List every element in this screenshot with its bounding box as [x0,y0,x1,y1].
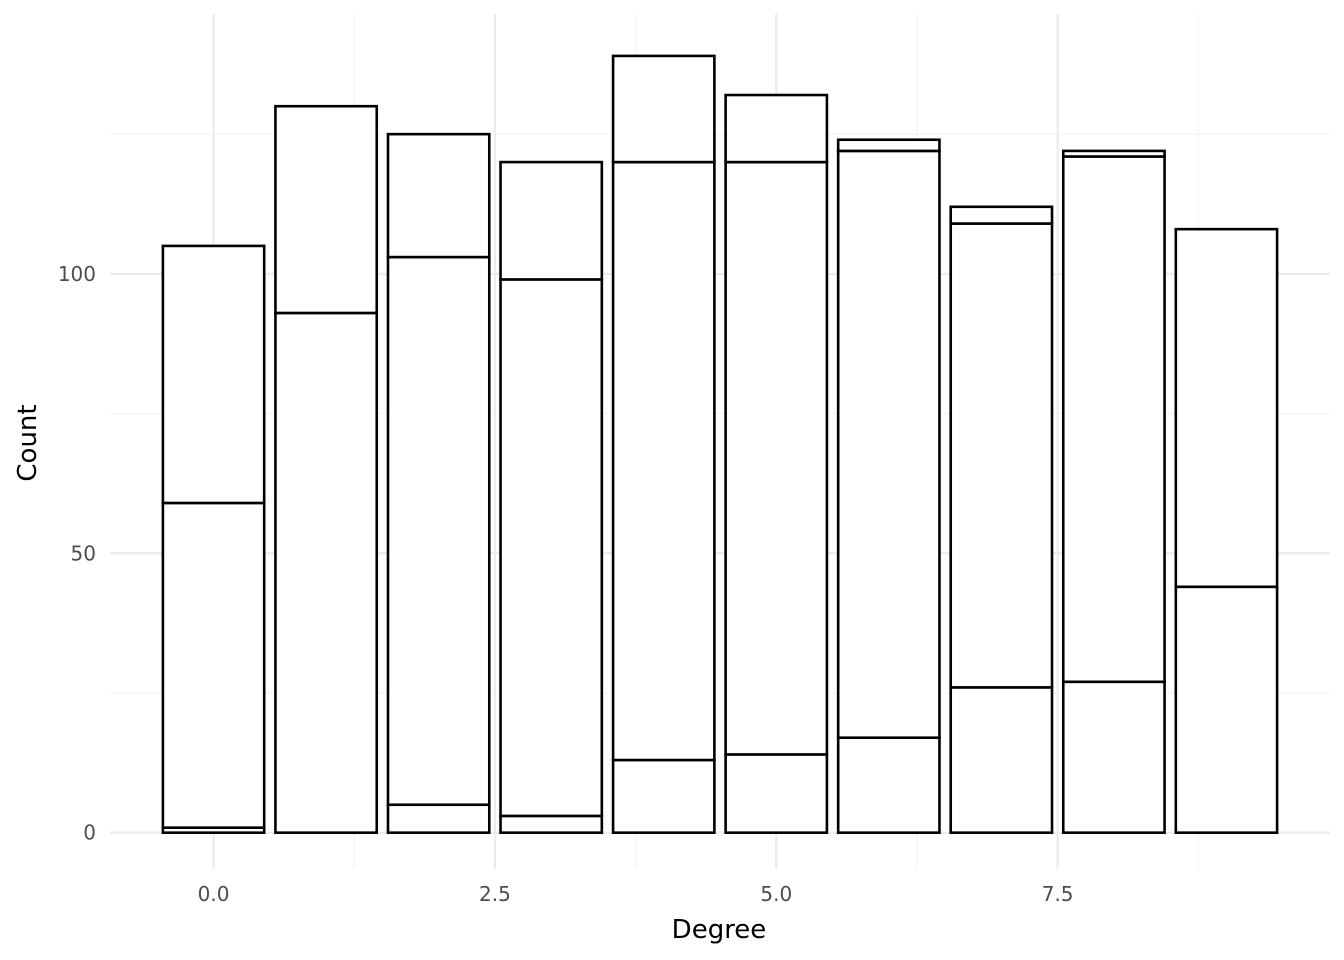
y-axis-title: Count [13,404,43,481]
bar-segment [836,736,941,834]
bars [161,54,1279,834]
bar-stack [724,93,829,834]
x-tick-label: 5.0 [760,882,792,906]
bar-stack [949,205,1054,834]
bar-segment [499,278,604,818]
bar-stack [611,54,716,834]
bar-stack [1061,149,1166,834]
bar-segment [611,758,716,834]
x-axis-title: Degree [672,915,767,945]
bar-stack [274,104,379,834]
bar-segment [386,255,491,807]
bar-segment [724,753,829,834]
tick-labels: 0.0 2.5 5.0 7.5 0 50 100 [58,262,1074,906]
bar-segment [724,93,829,164]
bar-segment [161,501,266,829]
bar-segment [949,222,1054,689]
y-tick-label: 0 [83,821,96,845]
y-tick-label: 50 [71,541,96,565]
bar-segment [499,814,604,834]
bar-segment [836,138,941,153]
bar-stack [499,160,604,834]
bar-stack [836,138,941,834]
x-tick-label: 7.5 [1042,882,1074,906]
bar-segment [611,160,716,762]
bar-segment [161,244,266,505]
bar-segment [611,54,716,164]
bar-segment [1174,585,1279,834]
x-tick-label: 0.0 [198,882,230,906]
bar-segment [386,803,491,834]
bar-segment [949,205,1054,225]
y-tick-label: 100 [58,262,96,286]
bar-segment [1061,149,1166,158]
x-tick-label: 2.5 [479,882,511,906]
bar-segment [499,160,604,281]
bar-segment [1061,155,1166,684]
bar-segment [949,686,1054,834]
bar-segment [724,160,829,756]
bar-segment [836,149,941,739]
bar-segment [274,104,379,315]
bar-segment [1174,227,1279,589]
bar-stack [1174,227,1279,834]
bar-segment [274,311,379,834]
bar-segment [386,132,491,259]
bar-stack [161,244,266,834]
bar-segment [1061,680,1166,834]
bar-stack [386,132,491,834]
